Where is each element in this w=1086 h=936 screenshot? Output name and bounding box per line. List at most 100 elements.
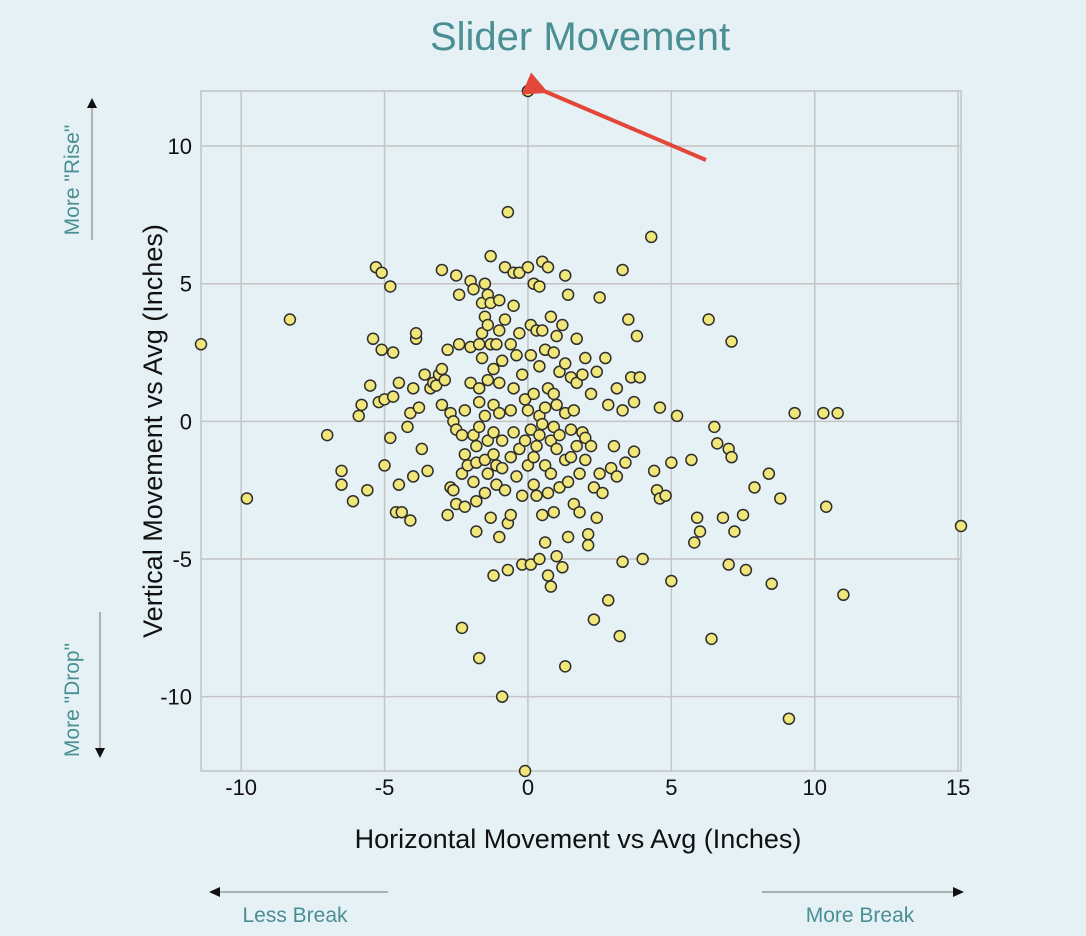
data-point [610,382,624,395]
data-point [521,404,535,417]
data-point [447,483,460,497]
chart-title: Slider Movement [430,15,730,59]
data-point [716,511,730,524]
data-point [493,293,506,307]
data-point [736,508,750,522]
more-break-annotation: More Break [806,904,915,927]
data-point [762,467,776,480]
data-point [384,280,397,293]
data-point [547,346,561,359]
data-point [601,398,615,412]
y-tick-label: 10 [168,134,192,159]
data-point [352,409,365,423]
data-point [441,343,454,357]
data-point [498,260,512,274]
data-point [406,382,420,395]
more-drop-annotation: More "Drop" [61,643,84,757]
data-point [653,401,667,414]
data-point [690,511,704,524]
data-point [579,431,592,445]
data-point [613,629,626,643]
data-point [831,406,844,420]
data-point [547,420,561,434]
data-point [455,467,469,480]
data-point [521,459,535,472]
data-point [553,365,566,379]
data-point [487,426,500,439]
data-point [455,621,469,635]
data-point [558,357,572,370]
data-point [601,594,615,607]
data-point [593,291,606,304]
data-point [536,324,549,337]
data-point [472,651,486,665]
data-point [581,527,595,541]
data-point [470,525,483,538]
data-point [452,338,466,351]
data-point [507,426,520,439]
data-point [627,445,641,458]
data-point [498,313,512,326]
x-tick-label: 10 [802,775,826,800]
data-point [837,588,850,602]
data-point [584,439,598,453]
data-point [702,313,715,326]
data-point [510,470,523,483]
data-point [693,525,707,538]
data-point [630,329,644,343]
data-point [375,343,388,357]
data-point [481,467,495,480]
data-point [817,406,830,420]
data-point [581,539,595,552]
data-point [521,84,535,98]
data-point [415,442,429,456]
data-point [710,437,724,450]
x-tick-label: 0 [522,775,534,800]
data-point [527,450,540,464]
data-point [335,464,348,478]
data-point [435,362,449,376]
data-point [495,434,509,447]
data-point [590,511,604,524]
red-arrow-icon [521,72,707,162]
y-axis-label: Vertical Movement vs Avg (Inches) [138,224,168,638]
data-points [194,84,968,778]
data-point [467,475,480,489]
data-point [553,428,566,442]
data-point [518,434,532,447]
data-point [788,406,801,420]
x-tick-label: 15 [946,775,970,800]
data-point [564,423,578,436]
data-point [524,558,538,571]
data-point [481,318,495,332]
y-tick-label: 0 [180,409,192,434]
data-point [484,511,497,524]
data-point [604,461,618,475]
data-point [550,550,563,563]
data-point [561,530,575,544]
data-point [395,505,409,519]
data-point [481,434,495,447]
data-point [475,351,489,365]
data-point [564,450,578,464]
data-point [384,431,397,445]
data-point [478,453,492,467]
data-point [636,552,649,566]
data-point [547,387,561,401]
data-point [533,280,546,293]
data-point [470,439,483,453]
data-point [633,371,647,384]
data-point [470,494,483,508]
data-point [561,288,575,301]
data-point [622,313,635,326]
data-point [538,536,552,549]
data-point [570,376,583,390]
data-point [504,338,517,351]
data-point [524,423,538,436]
data-point [481,373,495,387]
data-point [449,269,463,282]
data-point [487,398,500,412]
data-point [541,486,555,500]
